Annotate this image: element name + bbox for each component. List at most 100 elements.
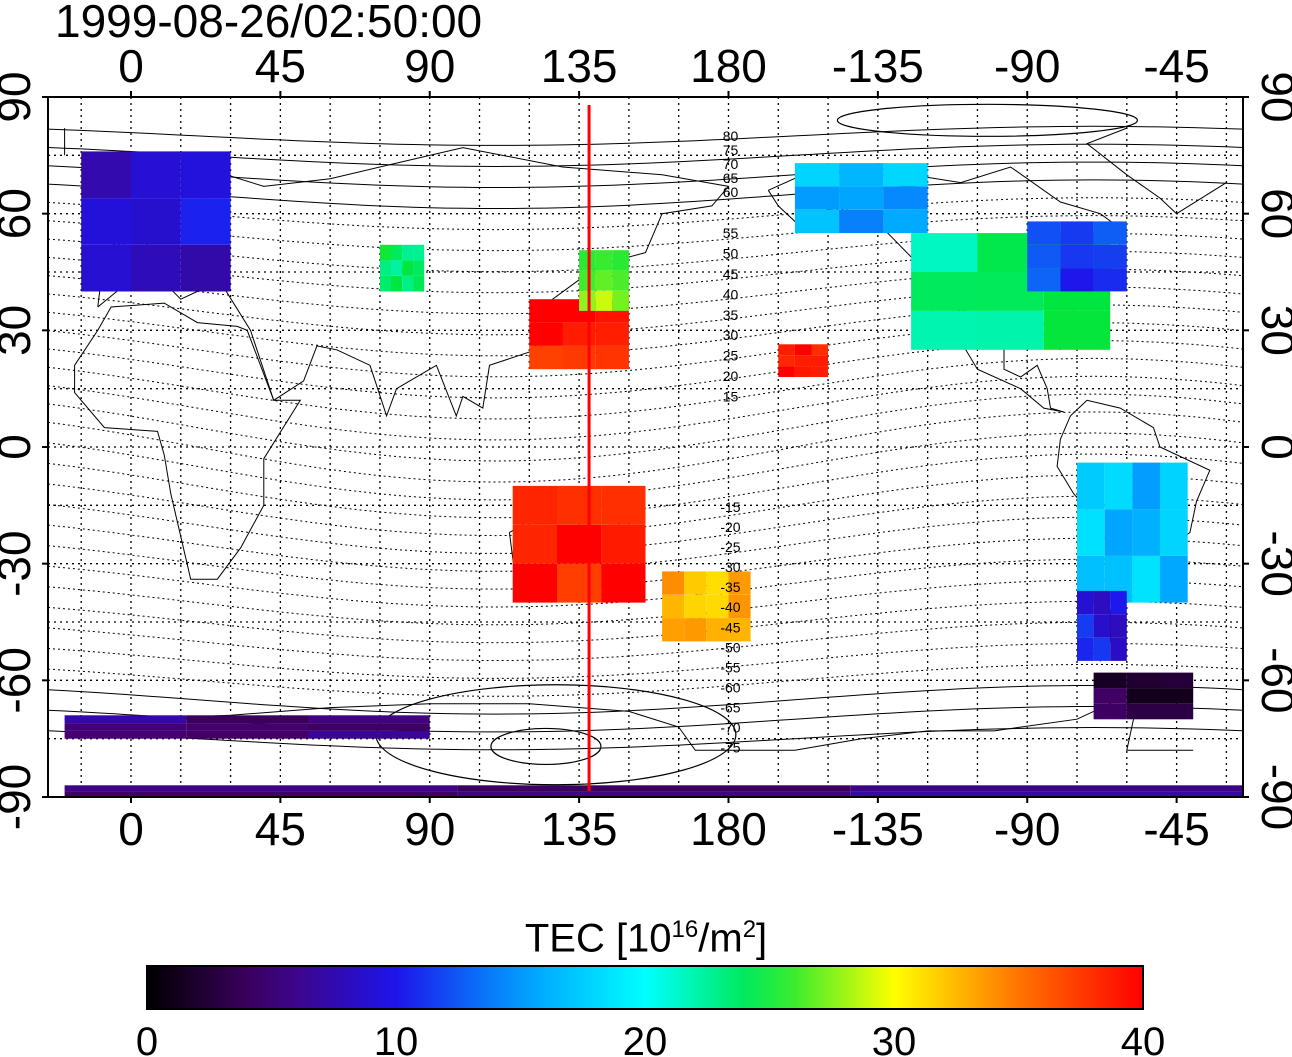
tec-cell <box>778 366 795 377</box>
contour-label-south: -65 <box>720 699 740 715</box>
y-tick-label-right: -30 <box>1252 530 1292 596</box>
colorbar-label-suffix: ] <box>756 916 768 961</box>
coastline <box>767 166 1128 413</box>
tec-cell <box>413 260 425 276</box>
tec-cell <box>1077 637 1094 661</box>
x-tick-label-bottom: 180 <box>690 803 767 855</box>
tec-cell <box>1077 509 1105 556</box>
tec-cell <box>1110 637 1127 661</box>
x-tick-label-top: 180 <box>690 40 767 92</box>
tec-cell <box>1160 462 1188 510</box>
tec-cell <box>612 250 629 271</box>
x-tick-label-bottom: 135 <box>541 803 618 855</box>
tec-cell <box>1110 614 1127 638</box>
tec-cell <box>706 618 729 642</box>
tec-cell <box>595 290 613 311</box>
tec-cell <box>794 186 840 210</box>
tec-cell <box>457 785 851 792</box>
y-tick-label-right: -90 <box>1252 764 1292 830</box>
tec-cell <box>131 198 181 245</box>
tec-cell <box>1093 244 1127 269</box>
tec-cell <box>402 275 414 292</box>
colorbar: 0 10 20 30 40 <box>136 965 1165 1057</box>
tec-cell <box>794 355 812 367</box>
plot-title: 1999-08-26/02:50:00 <box>55 0 483 47</box>
contour-label-south: -70 <box>720 719 740 735</box>
x-tick-label-top: 90 <box>404 40 455 92</box>
tec-cell <box>911 233 978 272</box>
y-tick-label-left: 30 <box>0 305 40 356</box>
contour-label-north: 80 <box>723 128 739 144</box>
tec-cell <box>402 244 414 261</box>
contour-line <box>47 432 1244 501</box>
tec-cell <box>308 723 430 731</box>
tec-cell <box>778 344 795 356</box>
tec-cell <box>684 571 707 595</box>
contour-label-south: -60 <box>720 679 740 695</box>
contour-line <box>47 642 1244 679</box>
tec-cell <box>1093 614 1111 638</box>
tec-cell <box>794 163 840 187</box>
tec-cell <box>1132 509 1161 556</box>
contour-label-north: 50 <box>723 246 739 262</box>
tec-cell <box>794 209 840 234</box>
contour-line <box>47 375 1244 441</box>
colorbar-label-mid: /m <box>698 916 743 961</box>
tec-cell <box>839 186 884 210</box>
contour-label-south: -35 <box>720 579 740 595</box>
tec-cell <box>131 244 181 292</box>
tec-cell <box>883 186 928 210</box>
contour-line <box>47 179 1244 209</box>
contour-line <box>47 393 1244 462</box>
tec-cell <box>595 322 629 346</box>
tec-cell <box>81 151 131 199</box>
tec-cell <box>595 270 613 291</box>
colorbar-label: TEC [1016/m2] <box>0 908 1292 960</box>
contour-pole-north <box>836 103 1139 137</box>
tec-cell <box>512 485 557 525</box>
tec-cell <box>81 244 131 292</box>
tec-cell <box>1027 221 1061 245</box>
tec-cell <box>595 345 629 370</box>
contour-line <box>47 411 1244 483</box>
tec-cell <box>1132 555 1161 603</box>
tec-cell <box>1110 590 1127 615</box>
tec-cell <box>1077 462 1105 510</box>
x-tick-label-bottom: -135 <box>832 803 924 855</box>
tec-cell <box>811 366 829 377</box>
tec-cell <box>1093 590 1111 615</box>
contour-line <box>47 125 1244 146</box>
colorbar-label-exp1: 16 <box>671 916 699 943</box>
x-tick-label-top: 135 <box>541 40 618 92</box>
y-tick-label-left: -60 <box>0 647 40 713</box>
contour-line <box>47 143 1244 168</box>
y-tick-label-left: -90 <box>0 764 40 830</box>
tec-cell <box>1126 672 1160 689</box>
contour-label-north: 25 <box>723 348 739 364</box>
contour-line <box>47 600 1244 644</box>
tec-cell <box>186 730 308 739</box>
contour-line <box>47 621 1244 661</box>
tec-cell <box>81 198 131 245</box>
tec-cell <box>180 151 231 199</box>
tec-cell <box>850 785 1243 792</box>
tec-cell <box>1027 244 1061 269</box>
colorbar-bar <box>146 965 1144 1010</box>
contour-pole-south <box>490 727 602 766</box>
contour-label-south: -45 <box>720 619 740 635</box>
tec-cell <box>794 344 812 356</box>
contour-label-north: 55 <box>723 225 739 241</box>
tec-cell <box>1060 268 1094 292</box>
tec-cell <box>1027 268 1061 292</box>
colorbar-label-prefix: TEC [10 <box>524 916 672 961</box>
tec-cell <box>64 730 187 739</box>
tec-cell <box>64 785 458 792</box>
x-tick-label-bottom: -90 <box>994 803 1060 855</box>
x-tick-label-bottom: -45 <box>1143 803 1209 855</box>
contour-label-north: 30 <box>723 327 739 343</box>
tec-cell <box>391 244 403 261</box>
tec-cell <box>64 791 458 798</box>
tec-cell <box>1160 703 1194 720</box>
tec-cell <box>529 322 563 346</box>
x-tick-label-top: 45 <box>255 40 306 92</box>
